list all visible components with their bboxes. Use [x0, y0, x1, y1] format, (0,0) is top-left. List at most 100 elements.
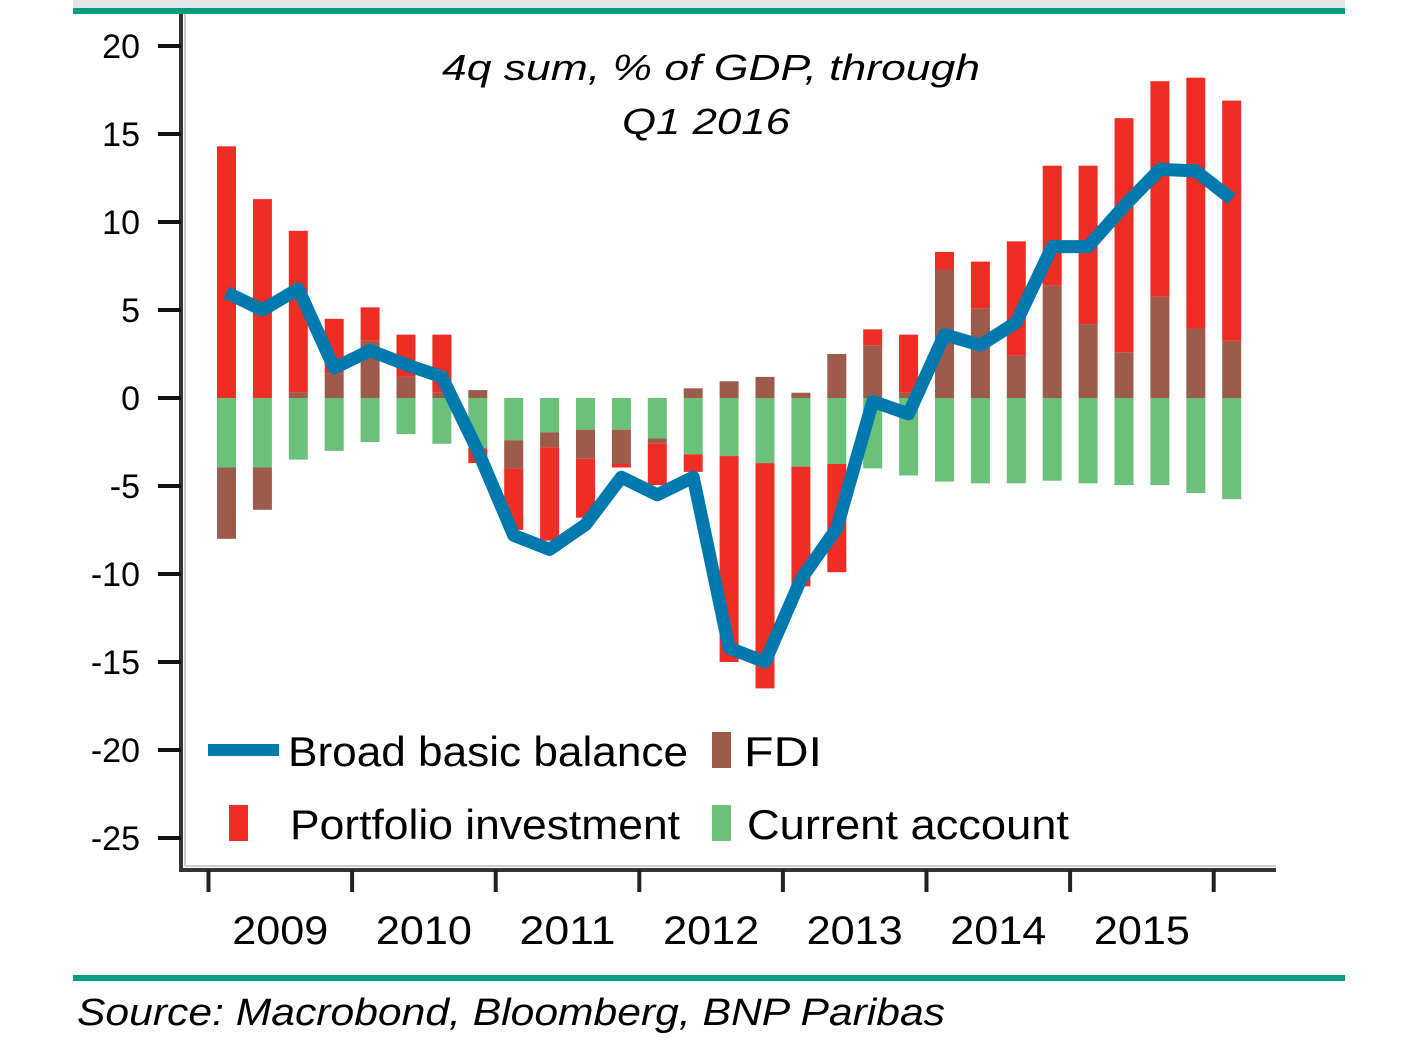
bar-fdi: [1078, 324, 1098, 398]
bar-current-account: [288, 398, 308, 460]
bar-portfolio-investment: [683, 454, 703, 472]
bar-fdi: [863, 345, 883, 398]
bar-portfolio-investment: [1114, 118, 1134, 353]
legend-item-broad-basic-balance: Broad basic balance: [208, 728, 688, 775]
legend-item-portfolio-investment: Portfolio investment: [229, 801, 680, 848]
bar-fdi: [970, 308, 990, 398]
legend-label-portfolio-investment: Portfolio investment: [290, 801, 680, 848]
legend-swatch-current-account: [712, 805, 731, 841]
bar-current-account: [611, 398, 631, 430]
bar-fdi: [1186, 328, 1206, 398]
bar-portfolio-investment: [647, 443, 667, 486]
y-ticks: 20 15 10 5 0 -5 -10 -15 -20 -25: [91, 28, 181, 858]
bar-fdi: [432, 392, 452, 398]
bar-current-account: [755, 398, 775, 464]
bar-fdi: [324, 373, 344, 398]
bar-current-account: [1222, 398, 1242, 500]
bar-current-account: [1078, 398, 1098, 484]
legend-label-broad-basic-balance: Broad basic balance: [288, 728, 688, 775]
bar-fdi: [791, 392, 811, 398]
y-tick-label: 5: [121, 292, 140, 330]
bar-portfolio-investment: [970, 261, 990, 309]
bar-current-account: [970, 398, 990, 484]
bar-fdi: [755, 376, 775, 398]
y-tick-label: 15: [102, 116, 140, 154]
bar-current-account: [396, 398, 416, 435]
bar-fdi: [1006, 355, 1026, 398]
bar-current-account: [1150, 398, 1170, 486]
bar-fdi: [1114, 352, 1134, 398]
bar-portfolio-investment: [360, 307, 380, 341]
x-tick-label: 2011: [520, 909, 616, 953]
bar-fdi: [396, 376, 416, 398]
x-tick-label: 2012: [663, 909, 759, 953]
bar-portfolio-investment: [791, 466, 811, 587]
bar-portfolio-investment: [288, 230, 308, 393]
bar-current-account: [576, 398, 595, 430]
legend-label-fdi: FDI: [744, 728, 822, 775]
bar-fdi: [504, 440, 524, 469]
bar-current-account: [683, 398, 703, 455]
legend-label-current-account: Current account: [747, 801, 1069, 848]
bar-fdi: [647, 438, 667, 444]
x-ticks: 2009 2010 2011 2012 2013 2014 2015: [206, 870, 1216, 953]
bar-fdi: [1150, 296, 1170, 398]
bar-portfolio-investment: [217, 146, 236, 398]
bar-current-account: [432, 398, 452, 444]
bar-current-account: [791, 398, 811, 467]
x-tick-label: 2009: [232, 909, 328, 953]
bar-current-account: [504, 398, 524, 441]
x-tick-label: 2010: [376, 909, 472, 953]
bar-portfolio-investment: [863, 329, 883, 346]
bar-current-account: [360, 398, 380, 442]
bar-portfolio-investment: [1186, 77, 1206, 329]
bar-portfolio-investment: [252, 199, 272, 398]
bar-current-account: [540, 398, 560, 433]
bar-fdi: [899, 392, 919, 398]
bar-current-account: [1186, 398, 1206, 494]
bar-fdi: [576, 429, 595, 459]
bar-current-account: [827, 398, 847, 464]
bar-current-account: [719, 398, 739, 457]
bar-portfolio-investment: [1222, 100, 1242, 341]
bottom-rule: [73, 975, 1345, 981]
bar-current-account: [647, 398, 667, 439]
bar-fdi: [288, 392, 308, 398]
y-tick-label: 0: [121, 380, 140, 418]
x-tick-label: 2013: [807, 909, 903, 953]
bar-fdi: [611, 429, 631, 464]
y-tick-label: 10: [102, 204, 140, 242]
bar-portfolio-investment: [611, 464, 631, 468]
bar-current-account: [1114, 398, 1134, 486]
chart-title-line1: 4q sum, % of GDP, through: [442, 47, 980, 88]
bar-portfolio-investment: [755, 463, 775, 689]
x-tick-label: 2015: [1094, 909, 1190, 953]
y-tick-label: 20: [102, 28, 140, 66]
bar-current-account: [1042, 398, 1062, 481]
bar-fdi: [252, 467, 272, 510]
bar-current-account: [1006, 398, 1026, 484]
y-tick-label: -25: [91, 820, 140, 858]
y-tick-label: -10: [91, 556, 140, 594]
bar-fdi: [1042, 285, 1062, 398]
legend: Broad basic balance FDI Portfolio invest…: [208, 728, 1069, 848]
top-rule: [73, 8, 1345, 14]
legend-swatch-fdi: [712, 732, 731, 768]
bar-current-account: [324, 398, 344, 451]
bars-layer: [217, 77, 1242, 689]
bar-fdi: [683, 388, 703, 398]
bar-current-account: [935, 398, 954, 482]
chart-title-line2: Q1 2016: [622, 101, 791, 142]
y-tick-label: -15: [91, 644, 140, 682]
bar-current-account: [217, 398, 236, 468]
bar-portfolio-investment: [899, 334, 919, 393]
y-tick-label: -5: [110, 468, 140, 506]
x-tick-label: 2014: [950, 909, 1046, 953]
legend-item-current-account: Current account: [712, 801, 1069, 848]
bar-fdi: [540, 432, 560, 448]
y-tick-label: -20: [91, 732, 140, 770]
bar-current-account: [252, 398, 272, 468]
bar-fdi: [719, 381, 739, 398]
bar-fdi: [217, 467, 236, 539]
